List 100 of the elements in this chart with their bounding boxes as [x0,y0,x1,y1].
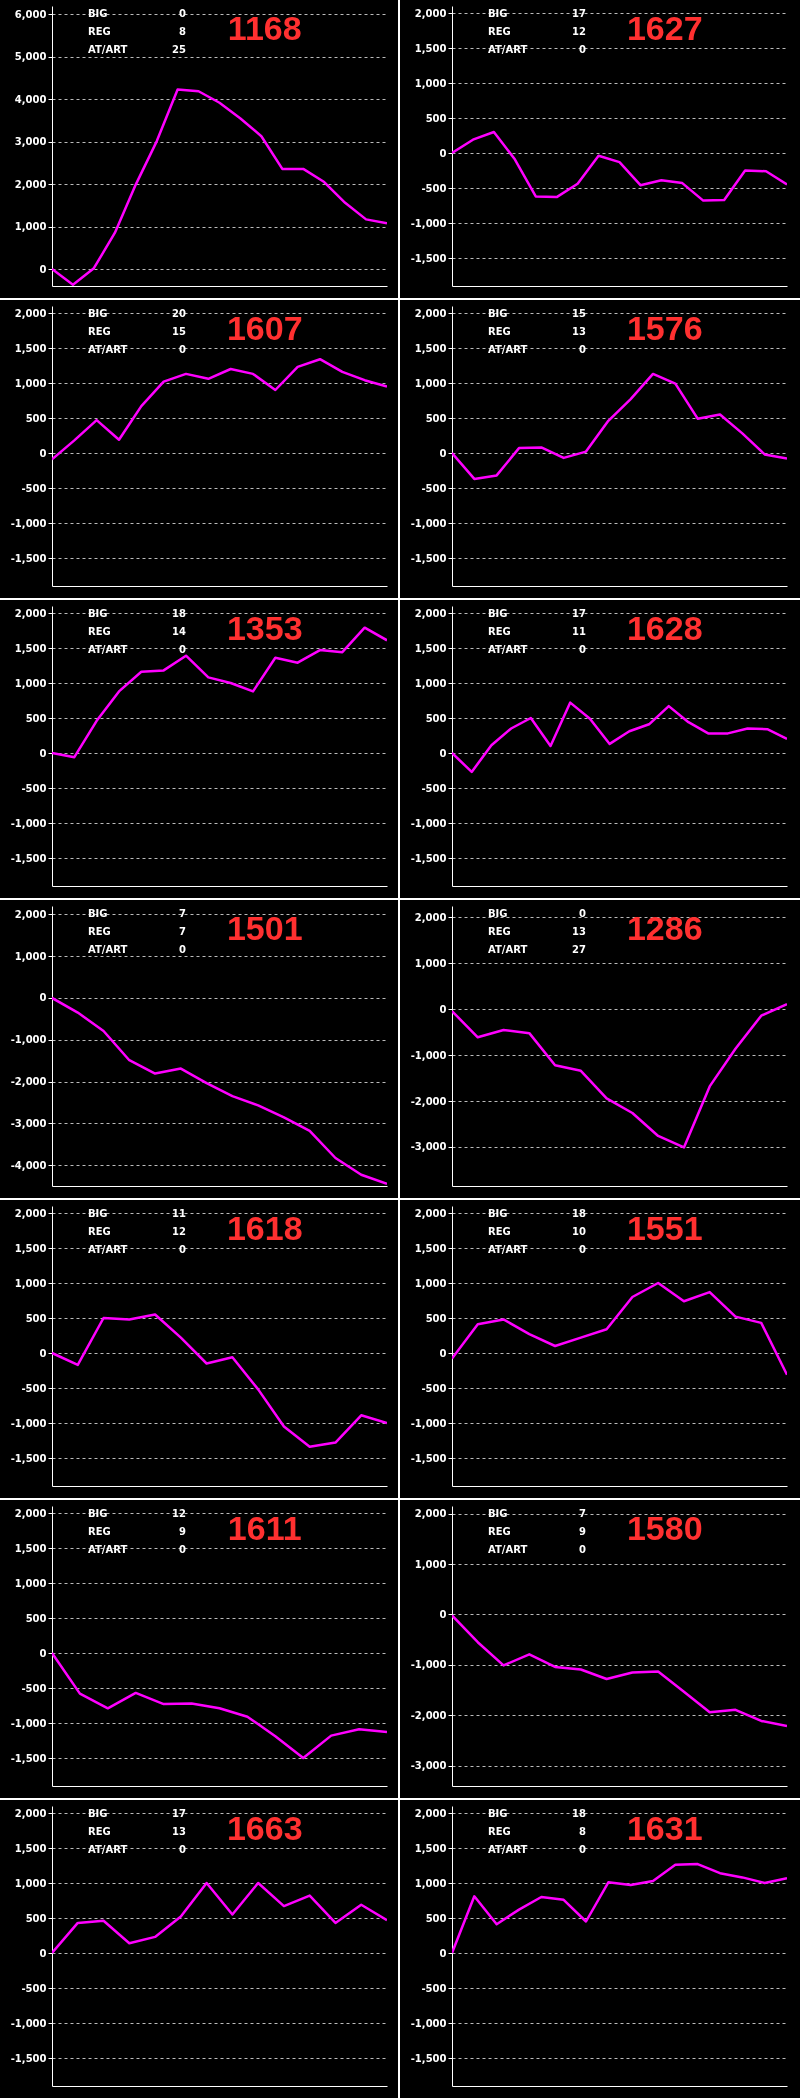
y-tick-label: 1,000 [14,1877,47,1889]
annotation: 0 [179,1544,187,1555]
y-tick-label: -1,000 [410,1417,447,1429]
y-tick-label: -500 [421,1982,447,1994]
annotation: BIG [88,608,108,619]
annotation: 17 [572,608,587,619]
y-tick-label: 1,000 [414,377,447,389]
chart-title: 1631 [626,1809,703,1847]
y-tick-label: -2,000 [410,1095,447,1107]
annotation: AT/ART [488,1844,528,1855]
y-tick-label: 1,500 [414,42,447,54]
annotation: 12 [572,26,587,37]
y-tick-label: 500 [25,712,47,724]
y-tick-label: -1,000 [410,1659,447,1671]
y-tick-label: -500 [421,482,447,494]
annotation: 13 [572,926,587,937]
y-tick-label: 0 [39,1647,47,1659]
annotation: AT/ART [488,1544,528,1555]
chart-title: 1663 [226,1809,303,1847]
line-series [452,372,787,481]
annotation: BIG [488,1808,508,1819]
y-tick-label: 0 [439,1003,447,1015]
line-series [452,130,787,202]
y-tick-label: 2,000 [14,307,47,319]
y-tick-label: 0 [439,1347,447,1359]
chart-title: 1168 [227,9,302,47]
y-tick-label: 1,000 [414,1277,447,1289]
y-tick-label: -1,000 [10,1034,47,1046]
y-tick-label: 1,500 [14,1242,47,1254]
annotation: 7 [179,926,187,937]
y-tick-label: 1,000 [14,221,47,233]
y-tick-label: -3,000 [410,1760,447,1772]
chart-title: 1286 [626,909,703,947]
chart-title: 1627 [626,9,703,47]
annotation: AT/ART [88,1844,128,1855]
annotation: 9 [579,1526,587,1537]
line-series [52,357,387,461]
y-tick-label: 500 [25,412,47,424]
annotation: 0 [579,908,587,919]
y-tick-label: 500 [425,412,447,424]
y-tick-label: 0 [439,1608,447,1620]
y-tick-label: 500 [425,1912,447,1924]
y-tick-label: 1,500 [414,642,447,654]
annotation: BIG [488,1508,508,1519]
annotation: 0 [179,1244,187,1255]
y-tick-label: 1,000 [414,1558,447,1570]
chart-title: 1551 [626,1209,703,1247]
y-tick-label: -1,000 [410,1049,447,1061]
annotation: BIG [88,1808,108,1819]
y-tick-label: -500 [21,1382,47,1394]
chart-title: 1618 [226,1209,303,1247]
annotation: AT/ART [88,1244,128,1255]
y-tick-label: -2,000 [10,1076,47,1088]
y-tick-label: -3,000 [10,1117,47,1129]
line-series [52,1881,387,1955]
annotation: BIG [88,908,108,919]
annotation: AT/ART [88,944,128,955]
y-tick-label: -1,500 [10,1752,47,1764]
y-tick-label: 1,500 [14,1542,47,1554]
y-tick-label: 1,000 [14,950,47,962]
y-tick-label: 2,000 [414,1508,447,1520]
annotation: BIG [488,1208,508,1219]
annotation: 13 [572,326,587,337]
y-tick-label: 5,000 [14,51,47,63]
y-tick-label: -1,500 [10,2052,47,2064]
annotation: 0 [179,8,187,19]
line-series [452,1281,787,1376]
annotation: 8 [179,26,187,37]
annotation: REG [88,1826,111,1837]
annotation: 7 [179,908,187,919]
annotation: 12 [172,1508,187,1519]
chart-title: 1607 [226,309,303,347]
y-tick-label: 2,000 [414,911,447,923]
annotation: REG [488,926,511,937]
y-tick-label: -500 [421,782,447,794]
annotation: AT/ART [488,1244,528,1255]
y-tick-label: -500 [421,182,447,194]
y-tick-label: 500 [425,712,447,724]
annotation: AT/ART [488,944,528,955]
annotation: AT/ART [88,344,128,355]
chart-title: 1501 [226,909,303,947]
annotation: 20 [172,308,187,319]
annotation: 15 [572,308,587,319]
y-tick-label: 2,000 [414,607,447,619]
annotation: REG [88,326,111,337]
y-tick-label: 1,500 [14,342,47,354]
y-tick-label: -4,000 [10,1159,47,1171]
annotation: AT/ART [488,344,528,355]
annotation: REG [488,1526,511,1537]
y-tick-label: -1,500 [10,1452,47,1464]
annotation: 13 [172,1826,187,1837]
y-tick-label: 1,000 [14,1577,47,1589]
y-tick-label: 2,000 [14,178,47,190]
annotation: 0 [179,344,187,355]
y-tick-label: 500 [25,1312,47,1324]
y-tick-label: -1,000 [410,217,447,229]
chart-title: 1576 [626,309,703,347]
annotation: AT/ART [88,644,128,655]
y-tick-label: 2,000 [414,1807,447,1819]
chart-title: 1628 [626,609,703,647]
